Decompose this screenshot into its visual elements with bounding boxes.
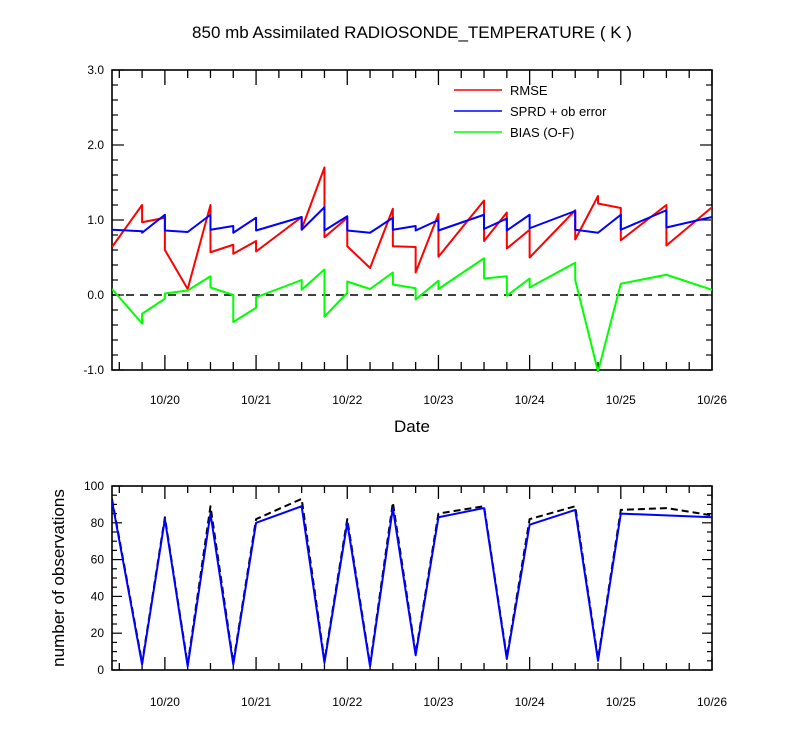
x-tick-label: 10/24 — [515, 393, 545, 407]
legend: RMSE SPRD + ob error BIAS (O-F) — [454, 83, 607, 140]
y-tick-label: 80 — [91, 516, 105, 530]
x-tick-label: 10/26 — [697, 695, 727, 709]
y-tick-label: 1.0 — [87, 213, 104, 227]
series-line-bias-o-f — [112, 257, 712, 372]
y-tick-label: -1.0 — [83, 363, 104, 377]
y-tick-label: 100 — [84, 479, 104, 493]
x-tick-label: 10/25 — [606, 695, 636, 709]
legend-label: RMSE — [510, 83, 548, 98]
x-tick-label: 10/26 — [697, 393, 727, 407]
y-tick-label: 0 — [97, 663, 104, 677]
x-tick-label: 10/21 — [241, 393, 271, 407]
top-chart: 10/20 10/21 10/22 10/23 10/24 10/25 10/26 -1.0 0… — [83, 63, 727, 407]
x-tick-label: 10/20 — [150, 695, 180, 709]
y-axis-label-observations: number of observations — [49, 489, 68, 667]
y-tick-label: 20 — [91, 626, 105, 640]
x-tick-label: 10/22 — [332, 393, 362, 407]
x-tick-label: 10/20 — [150, 393, 180, 407]
x-tick-label: 10/21 — [241, 695, 271, 709]
y-tick-label: 40 — [91, 589, 105, 603]
chart-title: 850 mb Assimilated RADIOSONDE_TEMPERATUR… — [192, 23, 632, 42]
x-tick-label: 10/25 — [606, 393, 636, 407]
x-tick-label: 10/24 — [515, 695, 545, 709]
y-tick-label: 60 — [91, 553, 105, 567]
legend-label: SPRD + ob error — [510, 104, 607, 119]
legend-label: BIAS (O-F) — [510, 125, 574, 140]
x-tick-label: 10/23 — [423, 695, 453, 709]
series-line-sprd-ob-error — [112, 206, 712, 234]
x-tick-label: 10/22 — [332, 695, 362, 709]
y-tick-label: 0.0 — [87, 288, 104, 302]
series-line-rmse — [112, 166, 712, 290]
y-tick-label: 2.0 — [87, 138, 104, 152]
series-line-solid — [112, 500, 712, 668]
series-line-dashed — [112, 497, 712, 666]
y-tick-label: 3.0 — [87, 63, 104, 77]
bottom-chart: 10/20 10/21 10/22 10/23 10/24 10/25 10/26 0 20 40… — [84, 479, 727, 709]
x-tick-label: 10/23 — [423, 393, 453, 407]
x-axis-label: Date — [394, 417, 430, 436]
